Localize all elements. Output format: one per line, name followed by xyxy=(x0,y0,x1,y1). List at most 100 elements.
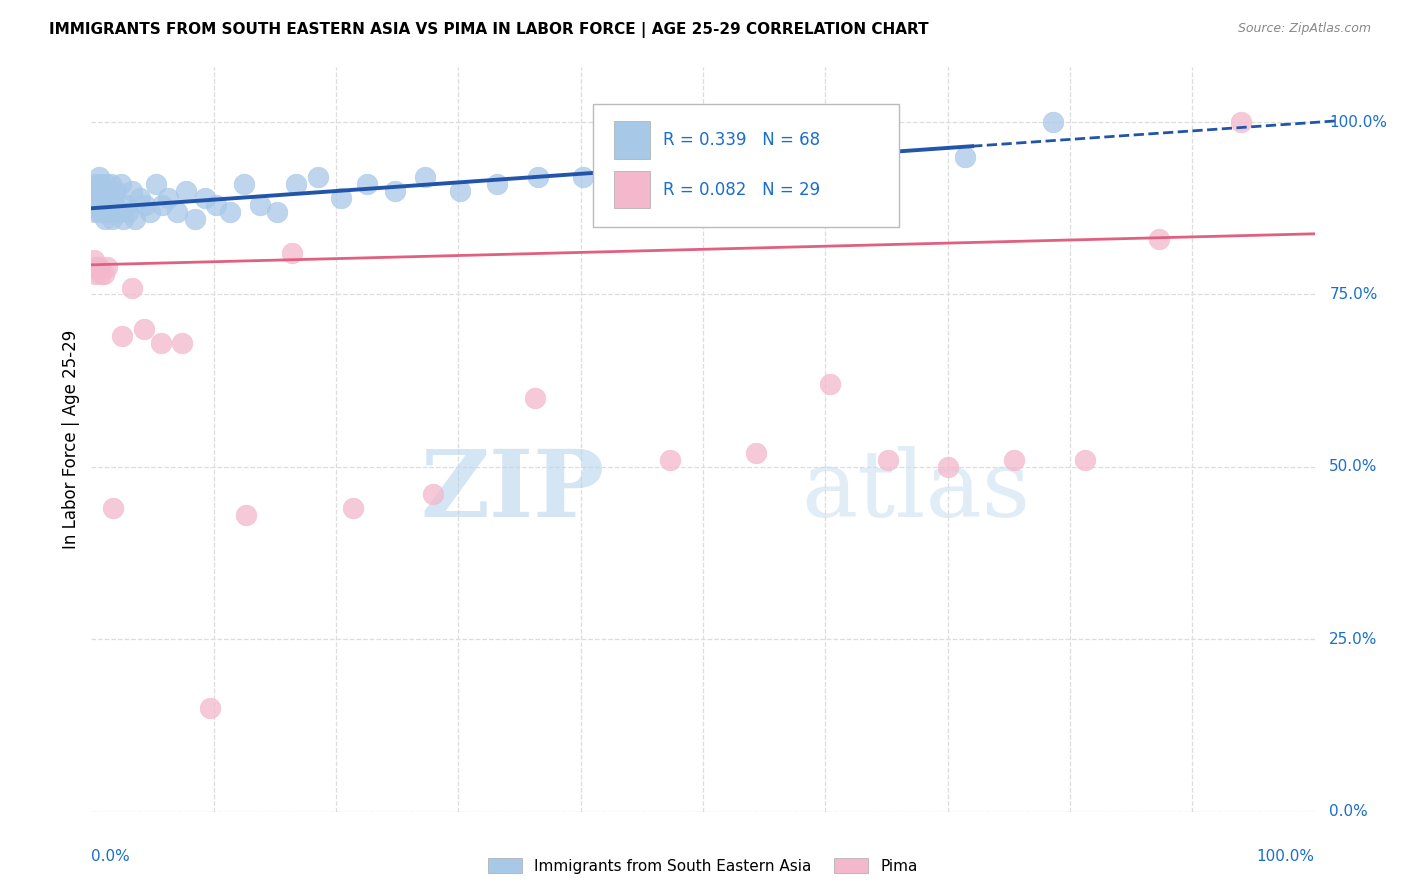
Text: Source: ZipAtlas.com: Source: ZipAtlas.com xyxy=(1237,22,1371,36)
Point xyxy=(1002,453,1025,467)
Bar xyxy=(613,171,651,209)
Point xyxy=(104,198,127,212)
Point xyxy=(150,335,173,350)
Point xyxy=(205,198,228,212)
Text: R = 0.339   N = 68: R = 0.339 N = 68 xyxy=(662,131,820,149)
Bar xyxy=(613,121,651,159)
Point xyxy=(101,211,124,226)
Point xyxy=(96,204,118,219)
FancyBboxPatch shape xyxy=(593,104,898,227)
Point xyxy=(184,211,207,226)
Point xyxy=(84,198,107,212)
Point xyxy=(87,260,110,274)
Point xyxy=(876,453,898,467)
Point xyxy=(93,267,115,281)
Point xyxy=(107,204,129,219)
Point xyxy=(449,184,471,198)
Point xyxy=(384,184,406,198)
Point xyxy=(103,501,125,516)
Point xyxy=(124,211,146,226)
Text: 100.0%: 100.0% xyxy=(1329,114,1388,129)
Point xyxy=(132,322,155,336)
Legend: Immigrants from South Eastern Asia, Pima: Immigrants from South Eastern Asia, Pima xyxy=(482,852,924,880)
Point xyxy=(415,170,437,185)
Point xyxy=(89,177,111,191)
Point xyxy=(307,170,329,185)
Point xyxy=(112,211,135,226)
Point xyxy=(83,252,105,267)
Point xyxy=(91,204,114,219)
Point xyxy=(233,177,256,191)
Point xyxy=(235,508,257,523)
Point xyxy=(735,177,758,191)
Point xyxy=(94,211,117,226)
Point xyxy=(96,184,118,198)
Point xyxy=(676,170,699,185)
Point xyxy=(91,191,114,205)
Point xyxy=(111,329,134,343)
Text: 25.0%: 25.0% xyxy=(1329,632,1378,647)
Point xyxy=(1073,453,1095,467)
Point xyxy=(89,191,111,205)
Point xyxy=(86,198,108,212)
Point xyxy=(1149,232,1171,246)
Text: atlas: atlas xyxy=(801,447,1031,536)
Text: 0.0%: 0.0% xyxy=(91,849,131,864)
Point xyxy=(266,204,288,219)
Point xyxy=(422,487,444,501)
Point xyxy=(621,177,644,191)
Point xyxy=(84,204,107,219)
Point xyxy=(139,204,162,219)
Point xyxy=(818,377,841,392)
Point xyxy=(83,191,105,205)
Point xyxy=(110,177,132,191)
Point xyxy=(100,177,122,191)
Point xyxy=(98,204,121,219)
Y-axis label: In Labor Force | Age 25-29: In Labor Force | Age 25-29 xyxy=(62,330,80,549)
Point xyxy=(524,391,547,405)
Point xyxy=(329,191,352,205)
Point xyxy=(121,184,143,198)
Point xyxy=(150,198,173,212)
Point xyxy=(114,198,136,212)
Point xyxy=(342,501,364,516)
Point xyxy=(90,184,112,198)
Point xyxy=(145,177,167,191)
Point xyxy=(96,260,118,274)
Point xyxy=(166,204,188,219)
Text: 50.0%: 50.0% xyxy=(1329,459,1378,475)
Point xyxy=(134,198,156,212)
Point xyxy=(486,177,509,191)
Point xyxy=(93,198,115,212)
Point xyxy=(744,446,766,460)
Text: 0.0%: 0.0% xyxy=(1329,805,1368,819)
Point xyxy=(284,177,307,191)
Point xyxy=(936,459,959,474)
Point xyxy=(93,184,115,198)
Point xyxy=(94,198,117,212)
Point xyxy=(84,267,107,281)
Point xyxy=(953,150,976,164)
Point xyxy=(174,184,197,198)
Point xyxy=(121,280,143,294)
Point xyxy=(527,170,550,185)
Text: ZIP: ZIP xyxy=(420,447,605,536)
Point xyxy=(218,204,240,219)
Point xyxy=(801,156,824,170)
Point xyxy=(1230,115,1253,129)
Text: R = 0.082   N = 29: R = 0.082 N = 29 xyxy=(662,181,820,199)
Point xyxy=(356,177,378,191)
Point xyxy=(84,260,107,274)
Point xyxy=(198,701,221,715)
Point xyxy=(659,453,682,467)
Text: IMMIGRANTS FROM SOUTH EASTERN ASIA VS PIMA IN LABOR FORCE | AGE 25-29 CORRELATIO: IMMIGRANTS FROM SOUTH EASTERN ASIA VS PI… xyxy=(49,22,929,38)
Point xyxy=(249,198,271,212)
Point xyxy=(97,198,120,212)
Point xyxy=(194,191,217,205)
Point xyxy=(129,191,152,205)
Point xyxy=(90,267,112,281)
Point xyxy=(86,184,108,198)
Point xyxy=(94,191,117,205)
Point xyxy=(157,191,180,205)
Text: 100.0%: 100.0% xyxy=(1257,849,1315,864)
